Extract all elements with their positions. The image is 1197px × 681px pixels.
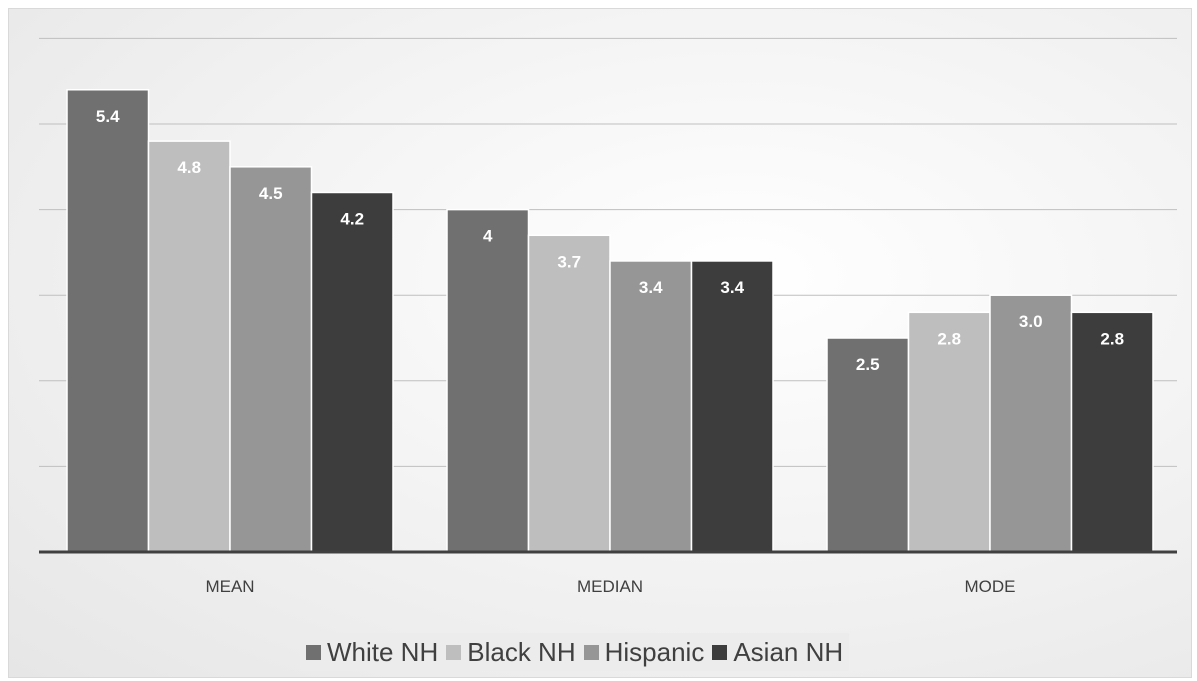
chart-frame: 5.4 4 2.5 4.8 3.7 2.8 4.5 3.4 3.0 4.2 3.4 2.8 MEAN M… [8, 8, 1192, 678]
data-label: 3.4 [720, 278, 744, 297]
legend-label: Asian NH [733, 636, 844, 667]
category-labels: MEAN MEDIAN MODE [205, 577, 1015, 596]
legend: White NH Black NH Hispanic Asian NH [300, 633, 850, 671]
bar-median-white-nh [446, 208, 530, 553]
bar-mode-hispanic [989, 294, 1073, 553]
legend-label: White NH [327, 636, 439, 667]
data-label: 4.5 [259, 184, 283, 203]
bar-mean-white-nh [66, 89, 150, 553]
data-label: 2.8 [1100, 329, 1124, 348]
legend-label: Hispanic [604, 636, 705, 667]
legend-swatch [583, 644, 599, 660]
legend-item-black-nh: Black NH [446, 636, 576, 668]
legend-item-asian-nh: Asian NH [712, 637, 843, 668]
legend-swatch [446, 644, 462, 660]
data-label: 4.8 [177, 158, 201, 177]
data-labels: 5.4 4 2.5 4.8 3.7 2.8 4.5 3.4 3.0 4.2 3.4 2.8 [96, 107, 1124, 374]
bar-mean-black-nh [147, 140, 231, 553]
legend-swatch [712, 644, 728, 660]
data-label: 3.7 [557, 252, 581, 271]
category-label-mode: MODE [965, 577, 1016, 596]
bar-chart: 5.442.54.83.72.84.53.43.04.23.42.8 MEAN M… [39, 37, 1177, 596]
legend-item-white-nh: White NH [306, 637, 438, 668]
bar-mean-hispanic [229, 166, 313, 553]
data-label: 5.4 [96, 107, 120, 126]
bar-median-black-nh [527, 234, 611, 553]
bars [66, 89, 1154, 553]
data-label: 4 [483, 227, 493, 246]
legend-item-hispanic: Hispanic [583, 636, 705, 668]
data-label: 3.4 [639, 278, 663, 297]
data-label: 2.8 [937, 329, 961, 348]
data-label: 3.0 [1019, 312, 1043, 331]
data-label: 2.5 [856, 355, 880, 374]
legend-swatch [306, 644, 321, 660]
bar-mean-asian-nh [310, 191, 394, 553]
bar-median-hispanic [609, 260, 693, 553]
bar-mode-asian-nh [1070, 311, 1154, 553]
bar-median-asian-nh [690, 260, 774, 553]
legend-label: Black NH [467, 636, 576, 667]
data-label: 4.2 [340, 209, 364, 228]
category-label-mean: MEAN [205, 577, 254, 596]
category-label-median: MEDIAN [577, 577, 643, 596]
